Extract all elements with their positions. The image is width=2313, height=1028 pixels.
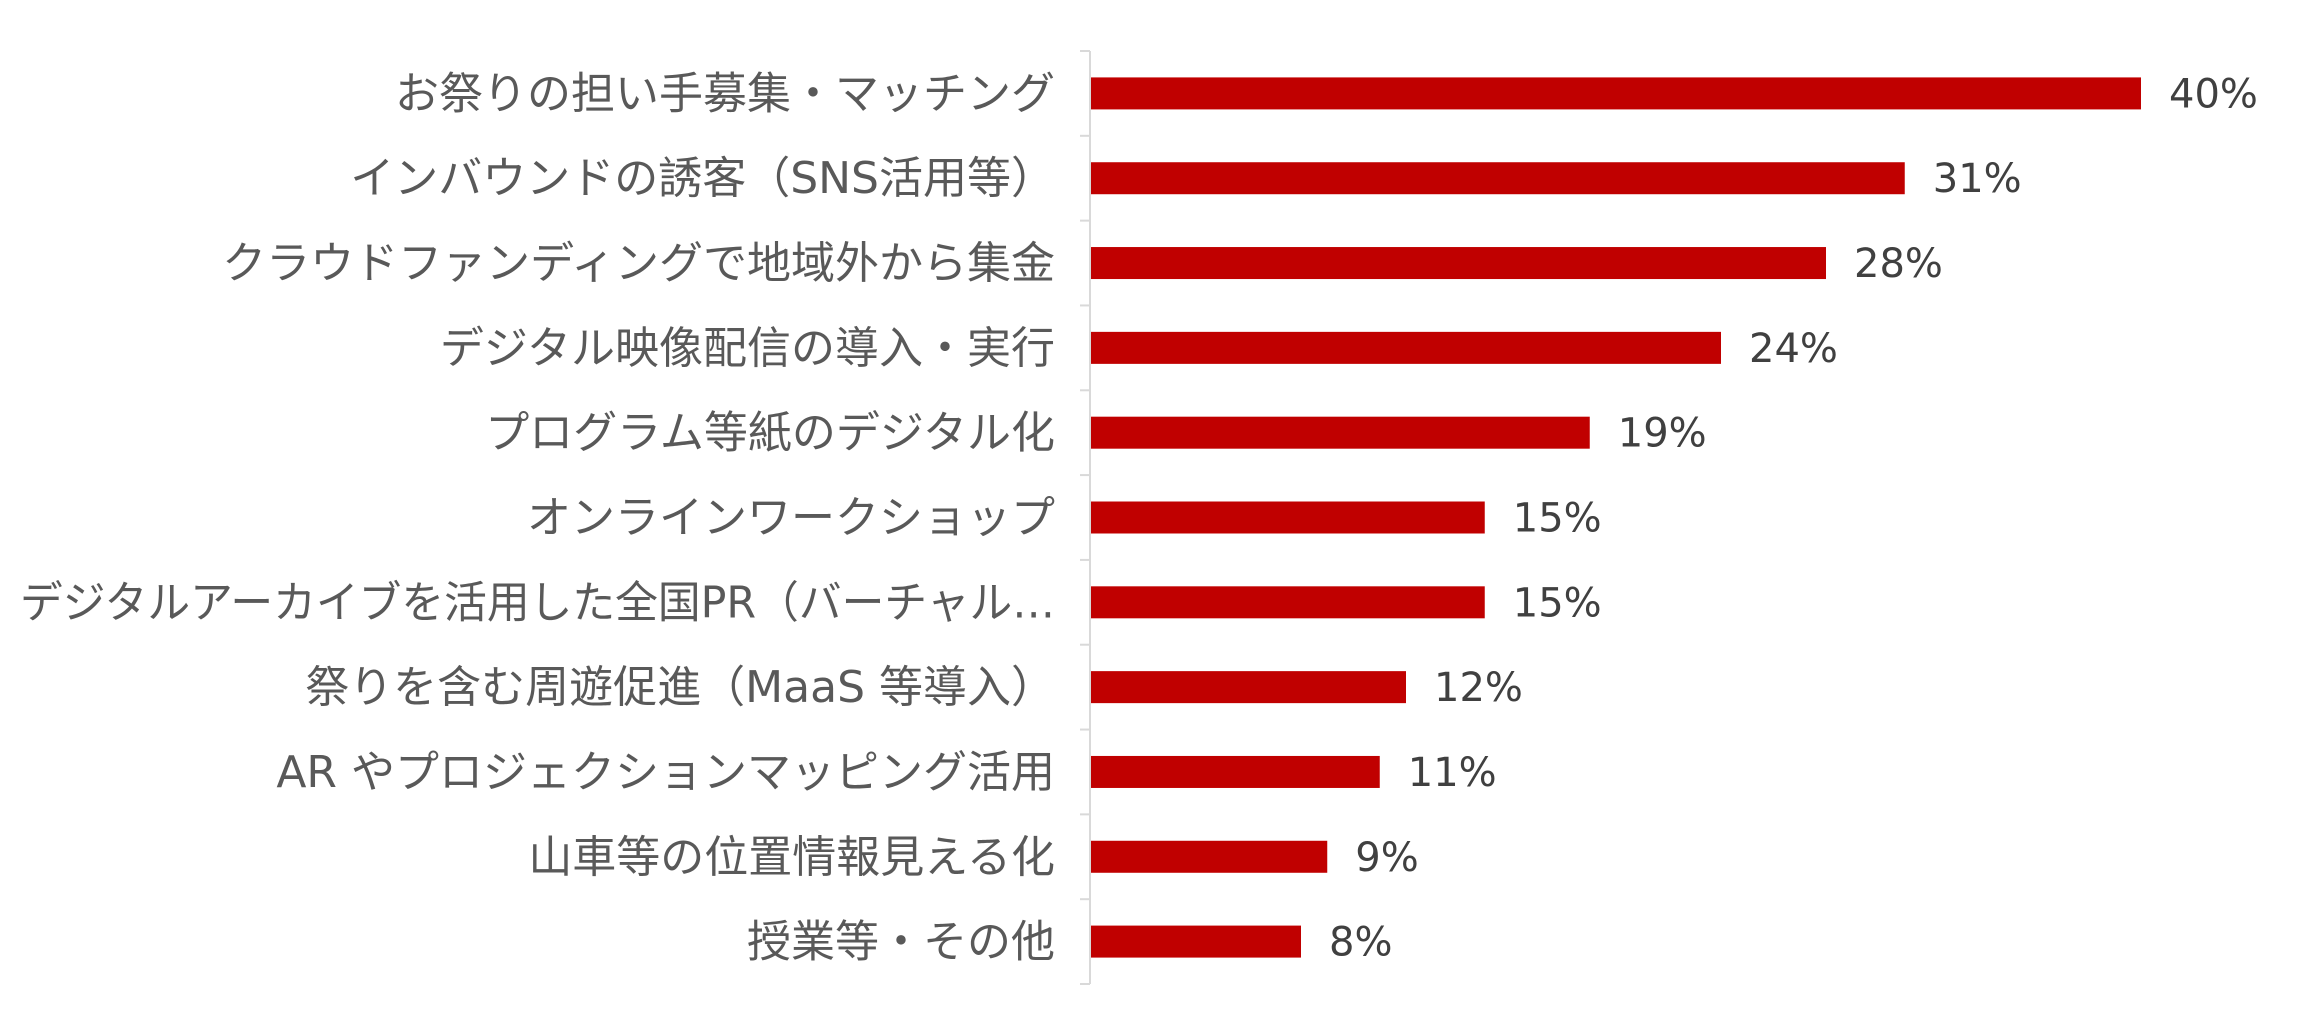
data-label: 31% — [1933, 156, 2022, 202]
bar — [1091, 925, 1301, 958]
data-label: 11% — [1408, 750, 1497, 796]
data-label: 15% — [1513, 580, 1602, 626]
category-label: デジタルアーカイブを活用した全国PR（バーチャル… — [20, 577, 1055, 628]
data-label: 8% — [1329, 920, 1392, 966]
category-label: デジタル映像配信の導入・実行 — [440, 323, 1055, 374]
bar — [1091, 162, 1905, 195]
data-label: 40% — [2169, 71, 2258, 117]
category-label: オンラインワークショップ — [527, 493, 1055, 544]
bar — [1091, 755, 1380, 788]
data-label: 19% — [1618, 411, 1707, 457]
category-label: インバウンドの誘客（SNS活用等） — [350, 153, 1055, 204]
bar — [1091, 840, 1328, 873]
data-label: 15% — [1513, 496, 1602, 542]
bar — [1091, 501, 1485, 534]
data-label: 28% — [1854, 241, 1943, 287]
bar — [1091, 671, 1406, 704]
bar — [1091, 416, 1590, 449]
category-label: 山車等の位置情報見える化 — [528, 832, 1055, 883]
bar — [1091, 77, 2141, 110]
data-label: 9% — [1355, 835, 1418, 881]
category-label: 授業等・その他 — [747, 917, 1055, 968]
bar — [1091, 247, 1826, 280]
data-label: 24% — [1749, 326, 1838, 372]
category-label: プログラム等紙のデジタル化 — [485, 408, 1055, 459]
data-label: 12% — [1434, 665, 1523, 711]
category-label: クラウドファンディングで地域外から集金 — [222, 238, 1055, 289]
bar — [1091, 331, 1721, 364]
category-label: 祭りを含む周遊促進（MaaS 等導入） — [305, 662, 1055, 713]
category-label: お祭りの担い手募集・マッチング — [395, 68, 1055, 119]
category-label: AR やプロジェクションマッピング活用 — [276, 747, 1055, 798]
bar — [1091, 586, 1485, 619]
